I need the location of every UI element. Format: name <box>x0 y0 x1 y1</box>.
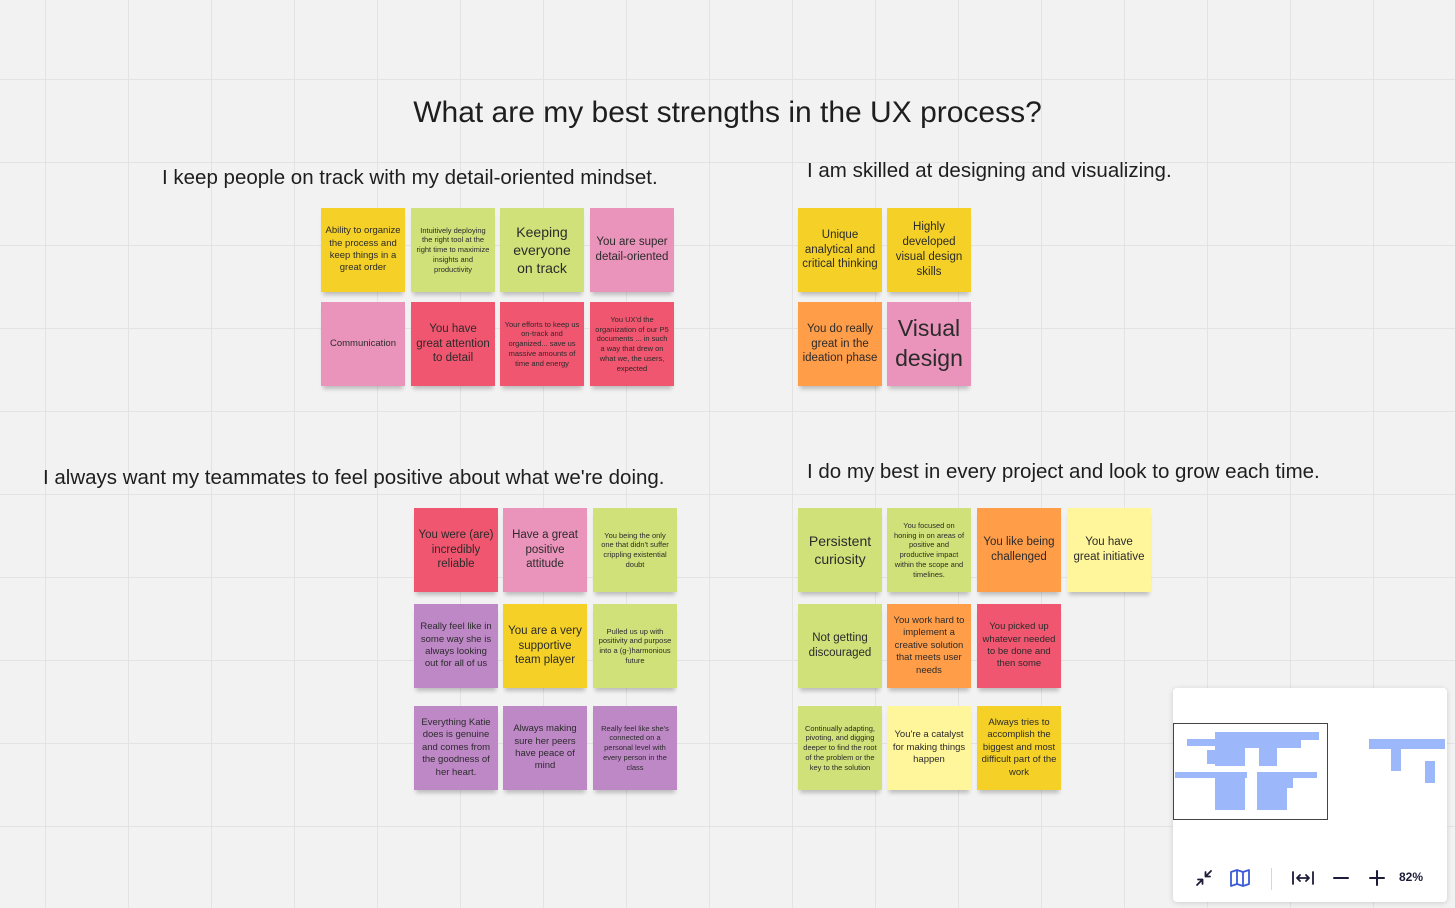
sticky-note[interactable]: Your efforts to keep us on-track and org… <box>500 302 584 386</box>
section-heading-growth[interactable]: I do my best in every project and look t… <box>807 460 1320 483</box>
sticky-note[interactable]: Unique analytical and critical thinking <box>798 208 882 292</box>
sticky-note[interactable]: You were (are) incredibly reliable <box>414 508 498 592</box>
sticky-note[interactable]: Highly developed visual design skills <box>887 208 971 292</box>
sticky-note[interactable]: Have a great positive attitude <box>503 508 587 592</box>
sticky-note[interactable]: You focused on honing in on areas of pos… <box>887 508 971 592</box>
minimap-shape <box>1257 772 1317 778</box>
minimap-shape <box>1187 739 1219 746</box>
minimap-shape <box>1245 732 1319 740</box>
minimap-shape <box>1175 772 1247 778</box>
sticky-note[interactable]: You're a catalyst for making things happ… <box>887 706 971 790</box>
fit-width-icon[interactable] <box>1291 866 1315 890</box>
section-heading-design[interactable]: I am skilled at designing and visualizin… <box>807 159 1172 182</box>
minimap-shape <box>1245 740 1301 748</box>
sticky-note[interactable]: You like being challenged <box>977 508 1061 592</box>
navigation-panel: 82% <box>1173 688 1447 902</box>
sticky-note[interactable]: Ability to organize the process and keep… <box>321 208 405 292</box>
sticky-note[interactable]: You are super detail-oriented <box>590 208 674 292</box>
sticky-note[interactable]: You picked up whatever needed to be done… <box>977 604 1061 688</box>
sticky-note[interactable]: Persistent curiosity <box>798 508 882 592</box>
map-icon[interactable] <box>1228 866 1252 890</box>
section-heading-detail[interactable]: I keep people on track with my detail-or… <box>162 166 658 189</box>
minimap-shape <box>1369 739 1445 749</box>
sticky-note[interactable]: You being the only one that didn't suffe… <box>593 508 677 592</box>
zoom-toolbar: 82% <box>1173 858 1447 898</box>
minimap-shape <box>1207 750 1245 764</box>
sticky-note[interactable]: Intuitively deploying the right tool at … <box>411 208 495 292</box>
sticky-note[interactable]: You have great initiative <box>1067 508 1151 592</box>
zoom-out-icon[interactable] <box>1329 866 1353 890</box>
minimap-shape <box>1425 761 1435 783</box>
sticky-note[interactable]: Always tries to accomplish the biggest a… <box>977 706 1061 790</box>
sticky-note[interactable]: Always making sure her peers have peace … <box>503 706 587 790</box>
zoom-level[interactable]: 82% <box>1399 870 1424 884</box>
sticky-note[interactable]: You have great attention to detail <box>411 302 495 386</box>
sticky-note[interactable]: Continually adapting, pivoting, and digg… <box>798 706 882 790</box>
collapse-icon[interactable] <box>1192 866 1216 890</box>
minimap-shape <box>1391 749 1401 771</box>
sticky-note[interactable]: Really feel like she's connected on a pe… <box>593 706 677 790</box>
sticky-note[interactable]: Communication <box>321 302 405 386</box>
toolbar-divider <box>1271 868 1272 890</box>
minimap-shape <box>1259 748 1277 766</box>
section-heading-positive[interactable]: I always want my teammates to feel posit… <box>43 466 665 489</box>
sticky-note[interactable]: You UX'd the organization of our P5 docu… <box>590 302 674 386</box>
minimap-shape <box>1257 778 1293 788</box>
zoom-in-icon[interactable] <box>1365 866 1389 890</box>
board-title[interactable]: What are my best strengths in the UX pro… <box>413 96 1042 129</box>
sticky-note[interactable]: Pulled us up with positivity and purpose… <box>593 604 677 688</box>
minimap[interactable] <box>1173 688 1447 838</box>
sticky-note[interactable]: Everything Katie does is genuine and com… <box>414 706 498 790</box>
minimap-shape <box>1215 778 1245 810</box>
sticky-note[interactable]: You are a very supportive team player <box>503 604 587 688</box>
minimap-viewport[interactable] <box>1173 723 1328 820</box>
minimap-shape <box>1257 788 1287 810</box>
sticky-note[interactable]: You work hard to implement a creative so… <box>887 604 971 688</box>
sticky-note[interactable]: Visual design <box>887 302 971 386</box>
sticky-note[interactable]: Not getting discouraged <box>798 604 882 688</box>
sticky-note[interactable]: Keeping everyone on track <box>500 208 584 292</box>
sticky-note[interactable]: You do really great in the ideation phas… <box>798 302 882 386</box>
sticky-note[interactable]: Really feel like in some way she is alwa… <box>414 604 498 688</box>
